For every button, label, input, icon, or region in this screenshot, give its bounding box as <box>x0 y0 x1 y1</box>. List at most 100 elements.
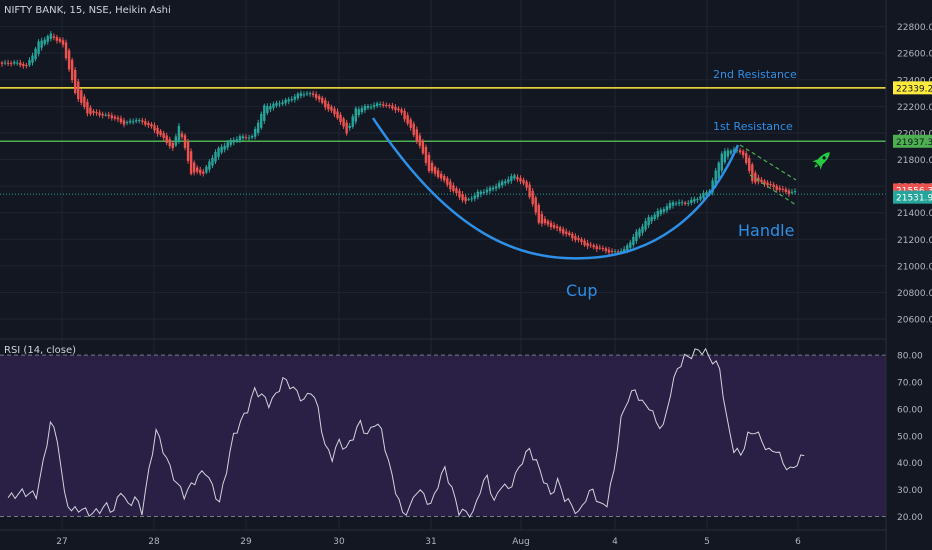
candle-body <box>284 99 287 104</box>
rsi-tick-label: 30.00 <box>897 486 923 496</box>
candle-body <box>516 176 519 180</box>
candle-body <box>443 176 446 181</box>
candle-body <box>604 248 608 252</box>
price-tick-label: 22200.00 <box>897 103 932 113</box>
rsi-tick-label: 60.00 <box>897 405 923 415</box>
candle-body <box>653 214 656 220</box>
candle-body <box>196 167 199 172</box>
candle-body <box>427 154 431 171</box>
candle-body <box>70 59 74 81</box>
candle-body <box>180 133 184 138</box>
candle-body <box>77 81 80 100</box>
price-tick-label: 22800.00 <box>897 23 932 33</box>
candle-body <box>769 183 772 186</box>
rsi-label: RSI (14, close) <box>4 345 76 356</box>
candle-body <box>751 164 754 182</box>
handle-label: Handle <box>738 221 794 240</box>
candle-body <box>372 104 376 107</box>
candle-body <box>455 188 458 194</box>
candle-body <box>116 117 120 120</box>
candle-body <box>504 181 507 184</box>
candle-body <box>135 120 138 122</box>
resistance-1-price-tag: 21937.32 <box>896 138 932 148</box>
candle-body <box>458 190 461 198</box>
time-tick-label: 5 <box>704 537 710 547</box>
candle-body <box>595 246 598 249</box>
candle-body <box>174 136 178 146</box>
candle-body <box>238 136 242 141</box>
candle-body <box>226 142 229 148</box>
candle-body <box>83 96 86 108</box>
candle-body <box>67 50 71 70</box>
candle-body <box>507 179 510 183</box>
candle-body <box>43 39 46 45</box>
candle-body <box>632 236 635 246</box>
price-tick-label: 21200.00 <box>897 236 932 246</box>
candle-body <box>467 199 470 201</box>
candle-body <box>290 99 293 101</box>
candle-body <box>592 245 595 248</box>
candle-body <box>534 197 537 213</box>
candle-body <box>656 211 659 217</box>
reference-price-tag-bg <box>893 190 932 204</box>
candle-body <box>421 140 425 154</box>
candle-body <box>345 122 348 134</box>
candle-body <box>449 181 452 190</box>
price-tick-label: 22600.00 <box>897 50 932 60</box>
candle-body <box>314 94 318 99</box>
candle-body <box>705 192 708 196</box>
candle-body <box>16 62 19 64</box>
candle-body <box>159 130 162 136</box>
candle-body <box>131 121 135 123</box>
candle-body <box>202 171 205 174</box>
candle-body <box>482 191 486 194</box>
symbol-info: NIFTY BANK, 15, NSE, Heikin Ashi <box>4 5 171 16</box>
candle-body <box>25 65 28 67</box>
candle-body <box>766 182 769 186</box>
candle-body <box>488 187 492 192</box>
resistance-2-price-tag-bg <box>893 81 932 95</box>
time-tick-label: 4 <box>612 537 618 547</box>
candle-body <box>757 177 760 182</box>
candle-body <box>601 247 605 249</box>
candle-body <box>571 233 574 239</box>
candle-body <box>360 108 364 113</box>
candle-body <box>138 120 141 122</box>
candle-body <box>147 122 150 126</box>
price-tags: 22339.2621937.3221556.3021531.90 <box>893 81 932 204</box>
candle-body <box>668 203 672 209</box>
handle-channel-lower <box>749 174 797 206</box>
candle-body <box>641 226 644 233</box>
candle-body <box>28 60 31 66</box>
candle-body <box>388 105 391 107</box>
rsi-band-fill <box>0 355 886 517</box>
candle-body <box>430 162 434 172</box>
candle-body <box>424 146 428 163</box>
rsi-series <box>7 347 805 519</box>
candle-body <box>232 139 235 143</box>
rsi-tick-label: 40.00 <box>897 459 923 469</box>
candle-body <box>415 129 418 142</box>
candle-body <box>287 99 290 102</box>
candle-body <box>333 108 336 115</box>
candle-body <box>247 137 251 139</box>
candle-body <box>211 157 214 166</box>
candle-body <box>263 105 266 121</box>
candle-body <box>46 36 49 42</box>
candle-body <box>687 202 690 204</box>
candle-body <box>440 173 443 179</box>
price-tick-label: 20800.00 <box>897 289 932 299</box>
candle-body <box>491 187 495 190</box>
candle-body <box>543 218 547 224</box>
candle-body <box>305 93 309 95</box>
candle-body <box>31 55 34 63</box>
candle-body <box>95 111 98 114</box>
candle-body <box>269 106 272 110</box>
candle-body <box>22 63 25 67</box>
price-tick-label: 22000.00 <box>897 129 932 139</box>
candle-body <box>366 106 370 109</box>
candle-body <box>680 202 684 204</box>
candle-body <box>192 162 196 173</box>
candle-body <box>92 110 95 113</box>
candle-body <box>385 104 388 106</box>
